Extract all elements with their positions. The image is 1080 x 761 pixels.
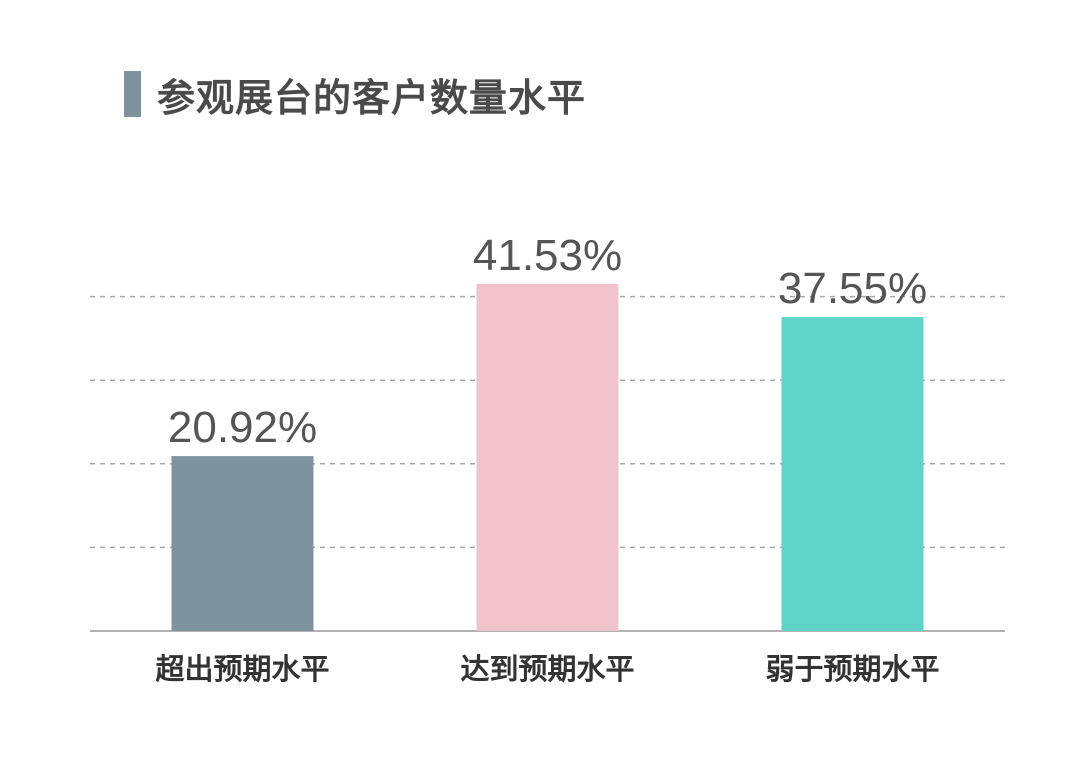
bars — [171, 283, 924, 631]
value-label-1: 20.92% — [168, 403, 317, 452]
category-label-1: 超出预期水平 — [155, 652, 329, 686]
value-label-3: 37.55% — [778, 264, 927, 313]
title-marker-bar — [124, 71, 141, 117]
bar-3 — [781, 317, 924, 631]
category-label-2: 达到预期水平 — [460, 652, 634, 686]
chart-title-group: 参观展台的客户数量水平 — [124, 68, 586, 120]
category-label-3: 弱于预期水平 — [765, 652, 939, 686]
value-label-2: 41.53% — [473, 231, 622, 280]
bar-1 — [171, 456, 314, 631]
chart-title: 参观展台的客户数量水平 — [157, 75, 587, 120]
labels: 20.92% 超出预期水平 41.53% 达到预期水平 37.55% 弱于预期水平 — [155, 231, 939, 686]
bar-2 — [476, 283, 619, 631]
